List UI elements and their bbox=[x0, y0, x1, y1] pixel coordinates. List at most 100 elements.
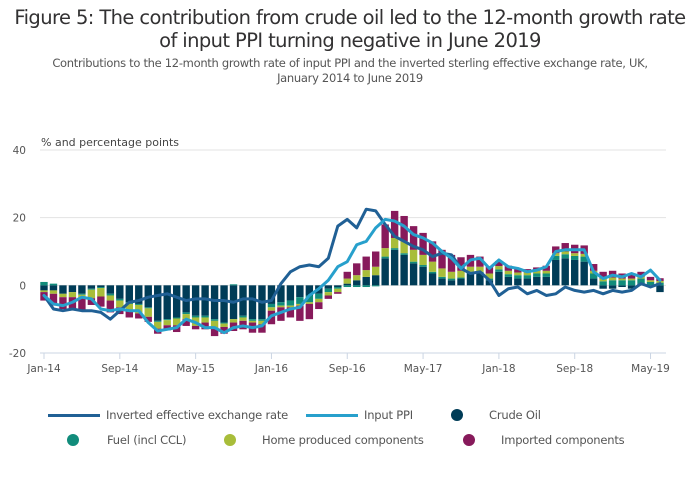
bar-fuel-incl-ccl bbox=[239, 315, 247, 318]
legend-item-imported[interactable]: Imported components bbox=[463, 433, 625, 447]
bar-fuel-incl-ccl bbox=[267, 303, 276, 308]
chart-subtitle-line-2: January 2014 to June 2019 bbox=[277, 71, 423, 85]
bar-home-produced-components bbox=[571, 253, 579, 256]
x-tick-label: Jan-16 bbox=[254, 363, 289, 375]
bar-imported-components bbox=[163, 325, 171, 331]
bar-home-produced-components bbox=[457, 270, 465, 278]
bar-crude-oil bbox=[49, 285, 58, 291]
bar-home-produced-components bbox=[656, 280, 664, 283]
bar-fuel-incl-ccl bbox=[258, 319, 266, 321]
bar-crude-oil bbox=[68, 285, 77, 293]
bar-crude-oil bbox=[447, 280, 456, 286]
bar-crude-oil bbox=[428, 273, 437, 286]
bar-crude-oil bbox=[618, 285, 626, 288]
bar-home-produced-components bbox=[144, 308, 152, 317]
bar-fuel-incl-ccl bbox=[447, 278, 456, 281]
bar-home-produced-components bbox=[608, 277, 617, 281]
bar-crude-oil bbox=[239, 285, 247, 316]
bar-imported-components bbox=[589, 264, 598, 271]
bar-crude-oil bbox=[599, 285, 607, 289]
bar-fuel-incl-ccl bbox=[637, 278, 645, 284]
x-axis: Jan-14 Sep-14 May-15 Jan-16 Sep-16 May-17 Jan-… bbox=[26, 352, 670, 375]
bar-imported-components bbox=[552, 246, 560, 254]
bar-crude-oil bbox=[608, 285, 617, 289]
bar-home-produced-components bbox=[229, 319, 238, 323]
bar-fuel-incl-ccl bbox=[646, 281, 655, 286]
bar-crude-oil bbox=[59, 285, 67, 294]
bar-fuel-incl-ccl bbox=[78, 293, 86, 295]
bar-crude-oil bbox=[476, 273, 484, 286]
bar-fuel-incl-ccl bbox=[144, 307, 152, 309]
legend-dot-icon bbox=[463, 434, 475, 446]
bar-crude-oil bbox=[552, 259, 560, 286]
bar-home-produced-components bbox=[182, 314, 190, 320]
y-axis: -20 0 20 40 bbox=[9, 145, 26, 360]
bar-crude-oil bbox=[191, 285, 200, 316]
bar-fuel-incl-ccl bbox=[589, 273, 598, 279]
bar-imported-components bbox=[343, 271, 351, 279]
bar-crude-oil bbox=[343, 283, 351, 286]
y-tick-label: 0 bbox=[19, 280, 26, 292]
legend-label: Crude Oil bbox=[489, 408, 541, 422]
bar-home-produced-components bbox=[466, 266, 475, 272]
bar-crude-oil bbox=[542, 276, 550, 286]
bar-crude-oil bbox=[87, 285, 96, 289]
bar-fuel-incl-ccl bbox=[580, 256, 588, 262]
bar-home-produced-components bbox=[627, 278, 636, 281]
bar-fuel-incl-ccl bbox=[296, 297, 304, 304]
legend-item-home-produced[interactable]: Home produced components bbox=[224, 433, 424, 447]
bar-imported-components bbox=[353, 263, 361, 276]
bar-home-produced-components bbox=[286, 305, 295, 308]
bar-imported-components bbox=[59, 297, 67, 310]
bar-crude-oil bbox=[533, 276, 541, 286]
bar-imported-components bbox=[78, 298, 86, 311]
bar-home-produced-components bbox=[258, 320, 266, 325]
bar-fuel-incl-ccl bbox=[372, 285, 380, 287]
legend-item-fuel[interactable]: Fuel (incl CCL) bbox=[67, 433, 187, 447]
bar-crude-oil bbox=[334, 285, 342, 288]
bar-home-produced-components bbox=[135, 304, 143, 314]
bar-imported-components bbox=[97, 296, 105, 307]
bar-crude-oil bbox=[362, 276, 370, 286]
chart-title-line-2: of input PPI turning negative in June 20… bbox=[159, 29, 541, 52]
bar-imported-components bbox=[286, 307, 295, 318]
bar-fuel-incl-ccl bbox=[495, 269, 503, 272]
bar-crude-oil bbox=[135, 285, 143, 304]
bar-home-produced-components bbox=[618, 278, 626, 281]
bar-crude-oil bbox=[40, 285, 48, 291]
bar-crude-oil bbox=[154, 285, 162, 321]
bar-imported-components bbox=[400, 215, 408, 242]
bar-home-produced-components bbox=[334, 288, 342, 293]
legend-line-swatch bbox=[306, 413, 358, 417]
bar-fuel-incl-ccl bbox=[533, 273, 541, 277]
bar-home-produced-components bbox=[533, 270, 541, 274]
bar-fuel-incl-ccl bbox=[182, 312, 190, 315]
bar-imported-components bbox=[210, 327, 219, 337]
bar-home-produced-components bbox=[239, 317, 247, 321]
bar-imported-components bbox=[182, 319, 190, 326]
legend-label: Inverted effective exchange rate bbox=[106, 408, 289, 422]
legend-label: Home produced components bbox=[262, 433, 424, 447]
legend-dot-icon bbox=[67, 434, 79, 446]
bar-home-produced-components bbox=[296, 303, 304, 306]
bar-crude-oil bbox=[220, 285, 228, 323]
chart-subtitle-line-1: Contributions to the 12-month growth rat… bbox=[52, 56, 648, 70]
bar-imported-components bbox=[135, 313, 143, 319]
bar-home-produced-components bbox=[580, 253, 588, 257]
bar-crude-oil bbox=[656, 285, 664, 293]
legend-item-input-ppi[interactable]: Input PPI bbox=[306, 408, 413, 422]
bar-crude-oil bbox=[419, 266, 427, 286]
bar-fuel-incl-ccl bbox=[552, 255, 560, 260]
bar-crude-oil bbox=[390, 249, 399, 286]
legend-item-crude-oil[interactable]: Crude Oil bbox=[451, 408, 541, 422]
bar-home-produced-components bbox=[400, 241, 408, 254]
bar-fuel-incl-ccl bbox=[428, 271, 437, 274]
bar-fuel-incl-ccl bbox=[608, 280, 617, 286]
bar-home-produced-components bbox=[409, 249, 418, 262]
bar-imported-components bbox=[372, 251, 380, 267]
bar-crude-oil bbox=[116, 285, 124, 299]
bar-home-produced-components bbox=[40, 290, 48, 293]
bar-imported-components bbox=[561, 243, 569, 252]
legend-item-inverted-eer[interactable]: Inverted effective exchange rate bbox=[48, 408, 288, 422]
bar-home-produced-components bbox=[154, 321, 162, 329]
